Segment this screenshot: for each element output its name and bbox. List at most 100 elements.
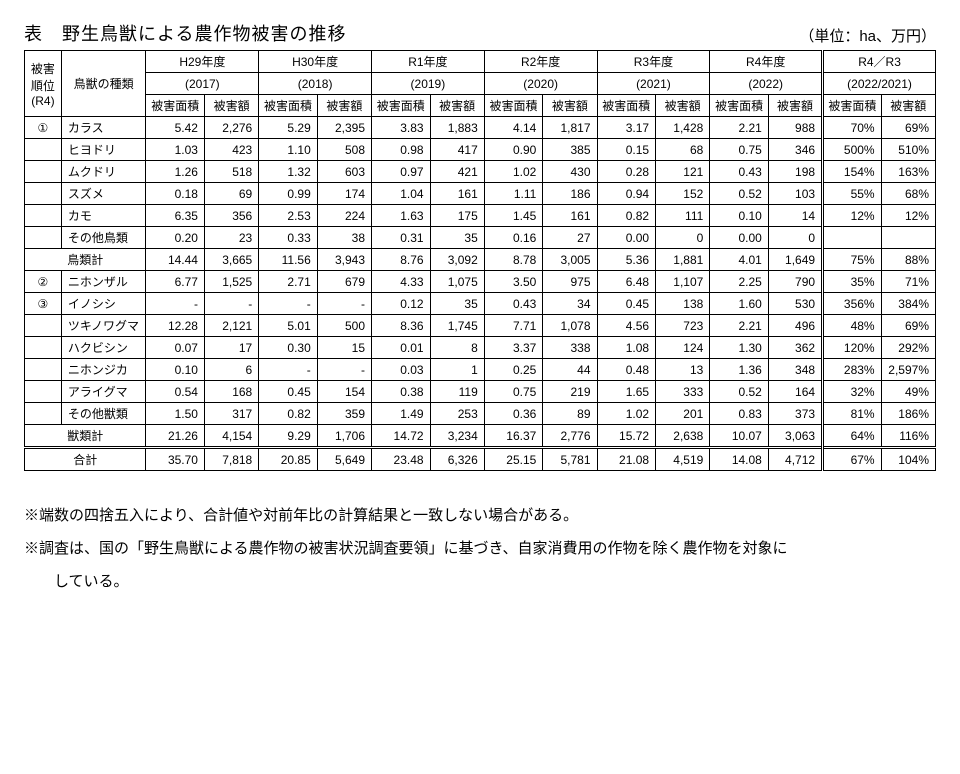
cell-value: 0.10 (146, 359, 205, 381)
cell-value: 421 (430, 161, 484, 183)
cell-value: 1.60 (710, 293, 769, 315)
col-year: R4年度 (710, 51, 823, 73)
cell-value: 1,525 (204, 271, 258, 293)
cell-species: イノシシ (61, 293, 146, 315)
col-value: 被害額 (656, 95, 710, 117)
cell-value: 0.25 (484, 359, 543, 381)
cell-value: 23.48 (372, 448, 431, 471)
cell-value: 790 (768, 271, 822, 293)
cell-value: 2,776 (543, 425, 597, 448)
cell-value: 119 (430, 381, 484, 403)
cell-species: ニホンザル (61, 271, 146, 293)
cell-value: 988 (768, 117, 822, 139)
cell-value: 723 (656, 315, 710, 337)
cell-value: 68% (881, 183, 935, 205)
col-year: H30年度 (259, 51, 372, 73)
col-value: 被害額 (543, 95, 597, 117)
cell-value: 1,107 (656, 271, 710, 293)
cell-value: 500 (317, 315, 371, 337)
cell-value: 423 (204, 139, 258, 161)
cell-rank: ③ (25, 293, 62, 315)
cell-rank (25, 337, 62, 359)
cell-value: 174 (317, 183, 371, 205)
cell-value: 496 (768, 315, 822, 337)
cell-value: 356% (823, 293, 882, 315)
cell-value: 0.20 (146, 227, 205, 249)
cell-value: 5.01 (259, 315, 318, 337)
cell-value: 1.50 (146, 403, 205, 425)
cell-value: 64% (823, 425, 882, 448)
cell-value: 8.78 (484, 249, 543, 271)
cell-value: 21.08 (597, 448, 656, 471)
cell-value: 0.52 (710, 183, 769, 205)
cell-value: 1,706 (317, 425, 371, 448)
cell-value: 508 (317, 139, 371, 161)
cell-value: 4,519 (656, 448, 710, 471)
cell-value: 9.29 (259, 425, 318, 448)
cell-value: 75% (823, 249, 882, 271)
cell-value: 7,818 (204, 448, 258, 471)
cell-value: 152 (656, 183, 710, 205)
cell-value: 3,943 (317, 249, 371, 271)
cell-value: 69 (204, 183, 258, 205)
cell-value: 3,005 (543, 249, 597, 271)
table-row: ニホンジカ0.106--0.0310.25440.48131.36348283%… (25, 359, 936, 381)
cell-value: 333 (656, 381, 710, 403)
cell-value: 69% (881, 117, 935, 139)
cell-value: 0.03 (372, 359, 431, 381)
cell-value: 25.15 (484, 448, 543, 471)
cell-value: 12% (881, 205, 935, 227)
cell-value: 0 (656, 227, 710, 249)
cell-value: 111 (656, 205, 710, 227)
row-total: 合計35.707,81820.855,64923.486,32625.155,7… (25, 448, 936, 471)
cell-value: - (259, 293, 318, 315)
cell-value: 3,234 (430, 425, 484, 448)
cell-species: ニホンジカ (61, 359, 146, 381)
cell-value: 35% (823, 271, 882, 293)
col-species: 鳥獣の種類 (61, 51, 146, 117)
cell-value: 20.85 (259, 448, 318, 471)
cell-species: カラス (61, 117, 146, 139)
cell-value: 0.52 (710, 381, 769, 403)
cell-value: 34 (543, 293, 597, 315)
cell-value: 55% (823, 183, 882, 205)
cell-value: 0.75 (484, 381, 543, 403)
cell-value: 0.36 (484, 403, 543, 425)
subtotal-label: 合計 (25, 448, 146, 471)
cell-value: 6.77 (146, 271, 205, 293)
col-year-sub: (2022/2021) (823, 73, 936, 95)
cell-value: 0.48 (597, 359, 656, 381)
cell-value: 11.56 (259, 249, 318, 271)
cell-value: 121 (656, 161, 710, 183)
cell-value: 356 (204, 205, 258, 227)
cell-value: 5,781 (543, 448, 597, 471)
cell-value: 292% (881, 337, 935, 359)
cell-species: ヒヨドリ (61, 139, 146, 161)
cell-value: - (317, 293, 371, 315)
cell-value: 5.36 (597, 249, 656, 271)
cell-value: 1.08 (597, 337, 656, 359)
col-area: 被害面積 (372, 95, 431, 117)
cell-value: 0.31 (372, 227, 431, 249)
cell-value: 38 (317, 227, 371, 249)
cell-value: 0.97 (372, 161, 431, 183)
table-row: その他獣類1.503170.823591.492530.36891.022010… (25, 403, 936, 425)
cell-value: 89 (543, 403, 597, 425)
cell-value: 1,817 (543, 117, 597, 139)
cell-value: 35 (430, 227, 484, 249)
cell-rank (25, 161, 62, 183)
col-area: 被害面積 (597, 95, 656, 117)
col-year: H29年度 (146, 51, 259, 73)
cell-species: その他獣類 (61, 403, 146, 425)
cell-value: 10.07 (710, 425, 769, 448)
cell-value: 0.75 (710, 139, 769, 161)
cell-value: 14.72 (372, 425, 431, 448)
cell-value: 0.30 (259, 337, 318, 359)
cell-value: 0.82 (259, 403, 318, 425)
subtotal-label: 獣類計 (25, 425, 146, 448)
cell-value: 0.99 (259, 183, 318, 205)
cell-rank (25, 183, 62, 205)
cell-value: 5.29 (259, 117, 318, 139)
cell-value: 283% (823, 359, 882, 381)
cell-value: 2,597% (881, 359, 935, 381)
